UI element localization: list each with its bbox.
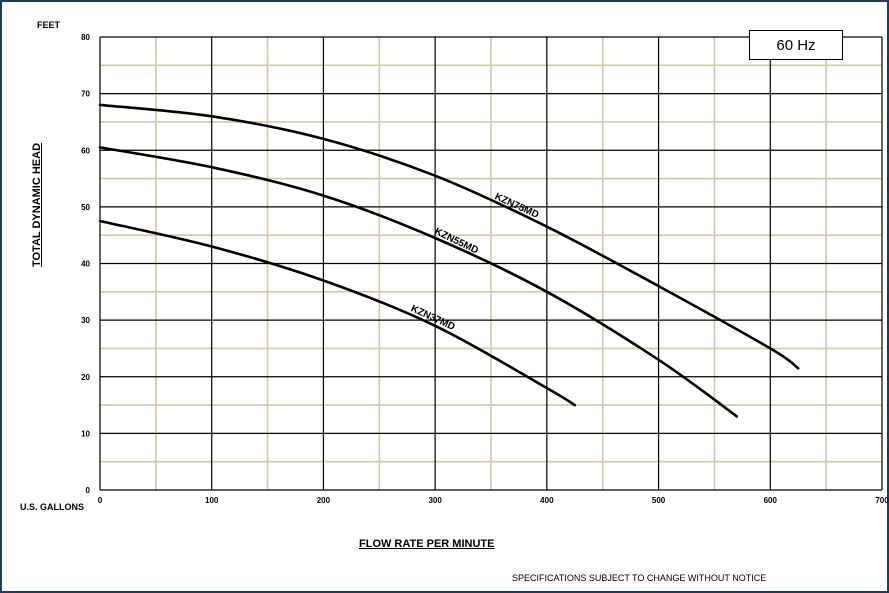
y-tick-label: 20 xyxy=(81,373,90,382)
y-tick-label: 30 xyxy=(81,316,90,325)
x-tick-label: 700 xyxy=(875,496,889,505)
footer-note: SPECIFICATIONS SUBJECT TO CHANGE WITHOUT… xyxy=(512,573,767,583)
y-tick-label: 80 xyxy=(81,33,90,42)
x-tick-label: 300 xyxy=(428,496,442,505)
x-tick-label: 100 xyxy=(205,496,219,505)
x-tick-label: 500 xyxy=(652,496,666,505)
curve-kzn37md xyxy=(98,219,577,407)
y-tick-label: 60 xyxy=(81,146,90,155)
y-tick-label: 70 xyxy=(81,90,90,99)
y-tick-label: 40 xyxy=(81,260,90,269)
x-tick-label: 400 xyxy=(540,496,554,505)
y-tick-label: 50 xyxy=(81,203,90,212)
curve-kzn75md xyxy=(98,103,800,370)
y-tick-label: 0 xyxy=(86,486,91,495)
x-unit-label: U.S. GALLONS xyxy=(20,502,85,512)
x-tick-label: 600 xyxy=(764,496,778,505)
x-tick-label: 0 xyxy=(98,496,103,505)
curve-kzn55md xyxy=(98,146,739,418)
x-axis-title: FLOW RATE PER MINUTE xyxy=(359,538,495,550)
y-unit-label: FEET xyxy=(37,20,61,30)
x-tick-label: 200 xyxy=(317,496,331,505)
frequency-badge: 60 Hz xyxy=(749,30,843,60)
y-tick-label: 10 xyxy=(81,429,90,438)
